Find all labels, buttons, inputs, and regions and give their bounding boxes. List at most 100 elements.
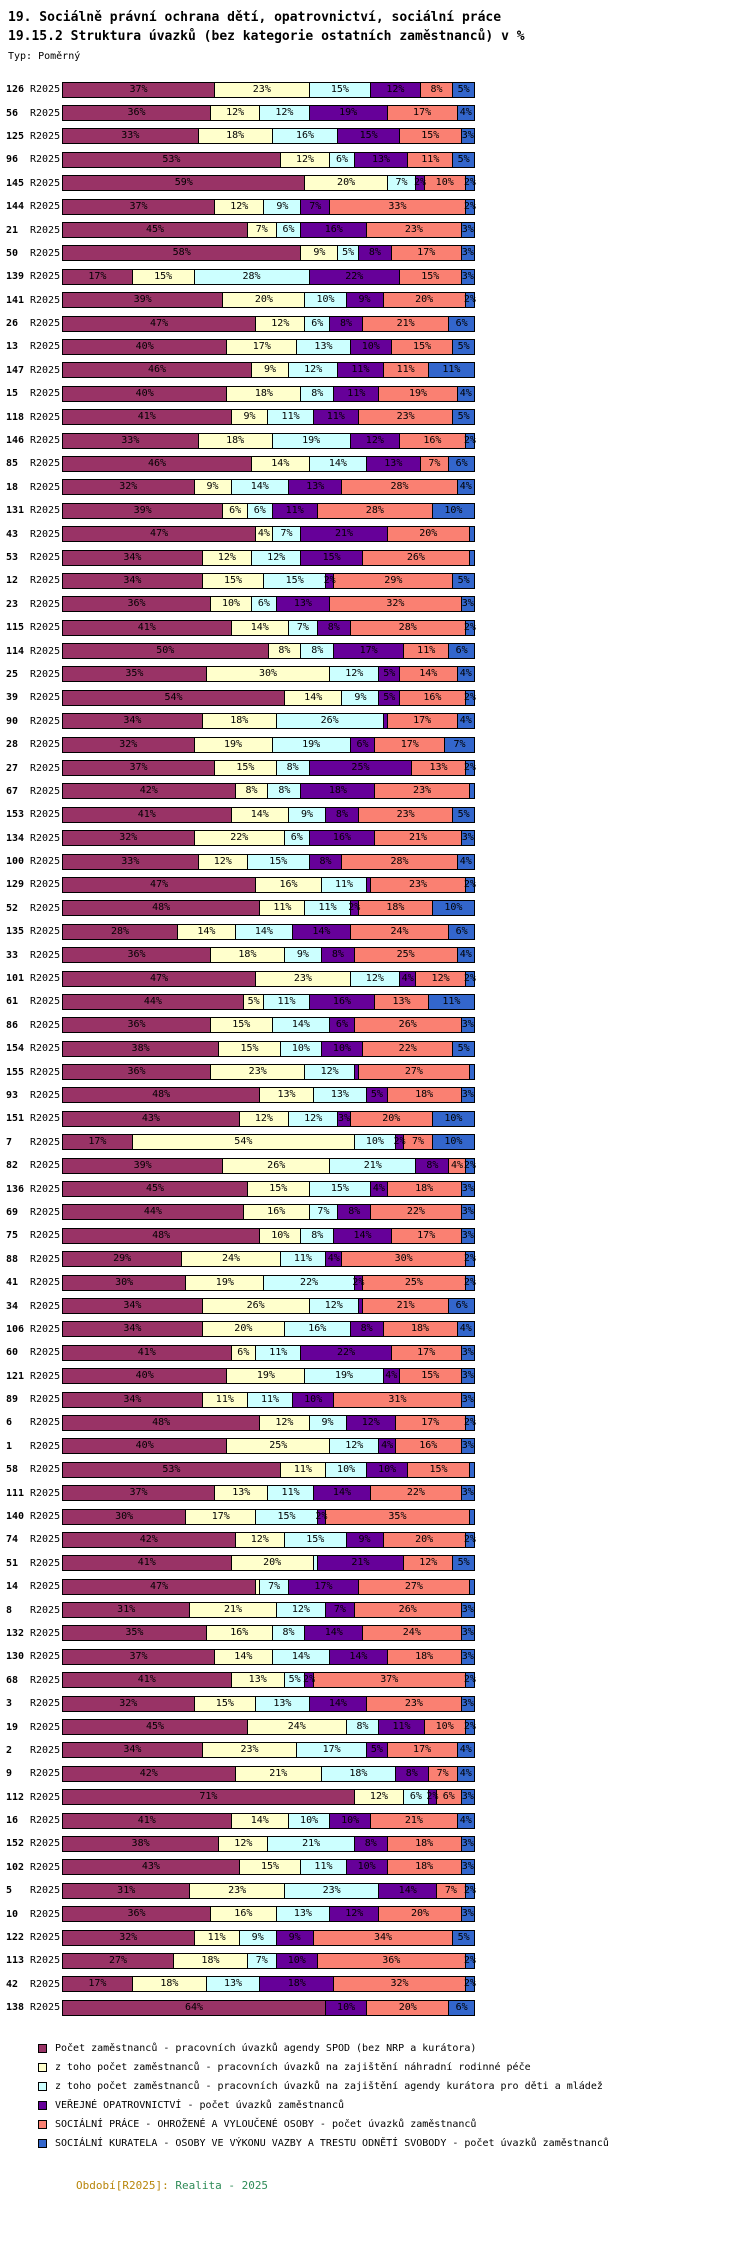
segment-value-label: 14% xyxy=(332,1487,351,1499)
segment-value-label: 2% xyxy=(463,878,476,890)
bar-segment: 20% xyxy=(223,293,306,308)
segment-value-label: 15% xyxy=(261,1861,280,1873)
bar-segment: 6% xyxy=(449,456,474,471)
segment-value-label: 16% xyxy=(324,224,343,236)
bar-segment: 8% xyxy=(301,644,335,659)
segment-value-label: 7% xyxy=(268,1580,281,1592)
segment-value-label: 4% xyxy=(459,107,472,119)
segment-value-label: 9% xyxy=(243,411,256,423)
stacked-bar: 53% 11% 10% 10% 15% xyxy=(62,1461,475,1478)
row-id-label: 122 xyxy=(6,1932,25,1944)
bar-segment: 38% xyxy=(63,1041,220,1056)
period-footer-prefix: Období[R2025]: xyxy=(76,2179,169,2193)
bar-segment: 17% xyxy=(297,1743,368,1758)
segment-value-label: 2% xyxy=(463,762,476,774)
bar-segment: 39% xyxy=(63,503,224,518)
bar-segment: 7% xyxy=(247,223,277,238)
stacked-bar: 31% 21% 12% 7% 26% 3% xyxy=(62,1602,475,1619)
bar-segment xyxy=(469,1462,474,1477)
segment-value-label: 26% xyxy=(398,1604,417,1616)
bar-segment: 14% xyxy=(272,1649,331,1664)
bar-row-19: 19 R2025 45% 24% 8% 11% 10% 2% xyxy=(4,1715,750,1738)
row-id-label: 68 xyxy=(6,1674,19,1686)
bar-segment: 36% xyxy=(317,1953,466,1968)
bar-segment: 11% xyxy=(321,877,368,892)
bar-row-60: 60 R2025 41% 6% 11% 22% 17% 3% xyxy=(4,1341,750,1364)
segment-value-label: 9% xyxy=(206,481,219,493)
bar-segment: 13% xyxy=(206,1977,261,1992)
bar-segment: 36% xyxy=(63,106,211,121)
row-id-label: 26 xyxy=(6,318,19,330)
segment-value-label: 4% xyxy=(459,481,472,493)
bar-segment: 11% xyxy=(202,1392,248,1407)
bar-segment: 25% xyxy=(309,761,413,776)
bar-segment: 5% xyxy=(453,807,474,822)
segment-value-label: 42% xyxy=(139,1767,158,1779)
bar-segment: 15% xyxy=(219,1041,281,1056)
row-id-label: 69 xyxy=(6,1206,19,1218)
segment-value-label: 8% xyxy=(327,621,340,633)
segment-value-label: 31% xyxy=(117,1604,136,1616)
row-period-label: R2025 xyxy=(30,481,61,493)
stacked-bar: 36% 23% 12% 27% xyxy=(62,1064,475,1081)
segment-value-label: 15% xyxy=(330,1183,349,1195)
segment-value-label: 7% xyxy=(309,200,322,212)
bar-segment: 36% xyxy=(63,1907,211,1922)
bar-segment xyxy=(256,1579,261,1594)
segment-value-label: 10% xyxy=(444,1112,463,1124)
segment-value-label: 21% xyxy=(396,1300,415,1311)
chart-legend: Počet zaměstnanců - pracovních úvazků ag… xyxy=(38,2039,750,2153)
bar-segment: 20% xyxy=(383,293,466,308)
bar-segment: 10% xyxy=(424,1720,466,1735)
bar-segment: 11% xyxy=(383,363,429,378)
segment-value-label: 21% xyxy=(351,1557,370,1569)
bar-segment: 43% xyxy=(63,1860,240,1875)
segment-value-label: 23% xyxy=(248,1066,267,1078)
bar-segment: 11% xyxy=(334,386,380,401)
segment-value-label: 35% xyxy=(125,668,144,680)
bar-segment: 9% xyxy=(346,1532,384,1547)
row-id-label: 101 xyxy=(6,973,25,985)
bar-segment: 18% xyxy=(387,1088,462,1103)
bar-segment: 9% xyxy=(301,246,339,261)
segment-value-label: 21% xyxy=(269,1767,288,1779)
segment-value-label: 43% xyxy=(141,1112,160,1124)
segment-value-label: 8% xyxy=(282,1627,295,1639)
bar-row-9: 9 R2025 42% 21% 18% 8% 7% 4% xyxy=(4,1762,750,1785)
bar-segment: 15% xyxy=(194,1696,257,1711)
segment-value-label: 23% xyxy=(228,1884,247,1896)
bar-segment: 39% xyxy=(63,1158,224,1173)
bar-segment: 35% xyxy=(63,1626,207,1641)
segment-value-label: 9% xyxy=(296,949,309,961)
segment-value-label: 3% xyxy=(461,1908,474,1920)
bar-row-155: 155 R2025 36% 23% 12% 27% xyxy=(4,1060,750,1083)
segment-value-label: 23% xyxy=(413,785,432,797)
bar-segment: 23% xyxy=(375,784,470,799)
bar-segment: 15% xyxy=(309,82,372,97)
segment-value-label: 14% xyxy=(234,1650,253,1662)
segment-value-label: 15% xyxy=(224,574,243,586)
segment-value-label: 19% xyxy=(334,1370,354,1382)
segment-value-label: 14% xyxy=(197,925,216,937)
stacked-bar: 48% 12% 9% 12% 17% 2% xyxy=(62,1414,476,1431)
stacked-bar: 29% 24% 11% 4% 30% 2% xyxy=(62,1251,476,1268)
stacked-bar: 40% 18% 8% 11% 19% 4% xyxy=(62,385,475,402)
segment-value-label: 20% xyxy=(398,2001,417,2013)
row-id-label: 132 xyxy=(6,1627,25,1639)
bar-segment: 17% xyxy=(63,1977,133,1992)
bar-segment: 37% xyxy=(313,1673,466,1688)
segment-value-label: 11% xyxy=(314,1861,333,1873)
bar-segment: 19% xyxy=(194,737,273,752)
segment-value-label: 8% xyxy=(335,808,348,820)
segment-value-label: 6% xyxy=(455,925,468,937)
stacked-bar: 40% 19% 19% 4% 15% 3% xyxy=(62,1368,475,1385)
bar-segment: 34% xyxy=(63,1299,203,1313)
bar-segment: 8% xyxy=(354,1836,388,1851)
bar-segment: 35% xyxy=(326,1509,470,1524)
segment-value-label: 4% xyxy=(459,1814,472,1826)
segment-value-label: 32% xyxy=(119,832,138,844)
bar-segment: 23% xyxy=(215,82,310,97)
segment-value-label: 17% xyxy=(322,1744,341,1756)
segment-value-label: 11% xyxy=(269,1346,288,1358)
bar-segment: 8% xyxy=(268,784,302,799)
